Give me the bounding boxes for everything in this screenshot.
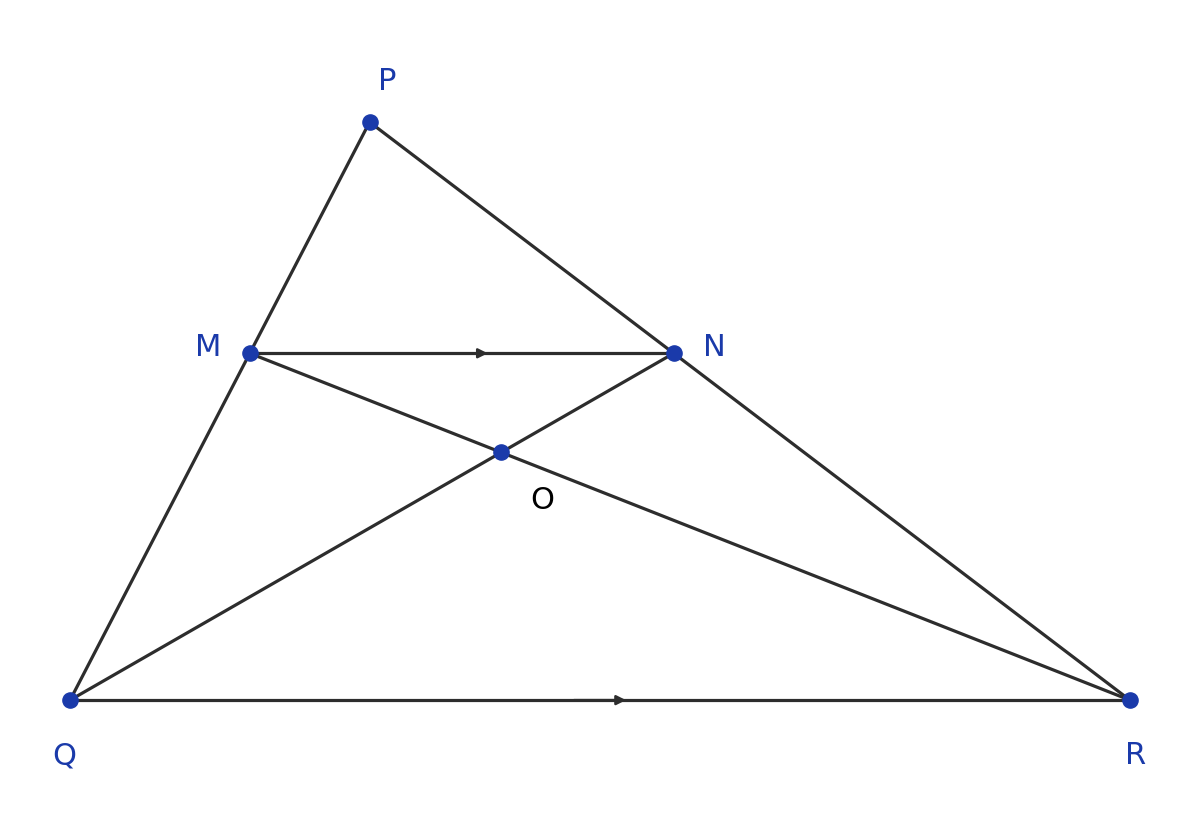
Point xyxy=(492,446,511,459)
Point xyxy=(664,347,683,360)
Point xyxy=(360,116,379,129)
Text: O: O xyxy=(530,486,554,515)
Point xyxy=(1121,694,1140,707)
Text: N: N xyxy=(702,333,725,361)
Text: R: R xyxy=(1126,742,1146,770)
Text: P: P xyxy=(378,67,396,95)
Text: Q: Q xyxy=(53,742,77,770)
Point xyxy=(240,347,259,360)
Text: M: M xyxy=(194,333,221,361)
Point xyxy=(60,694,79,707)
